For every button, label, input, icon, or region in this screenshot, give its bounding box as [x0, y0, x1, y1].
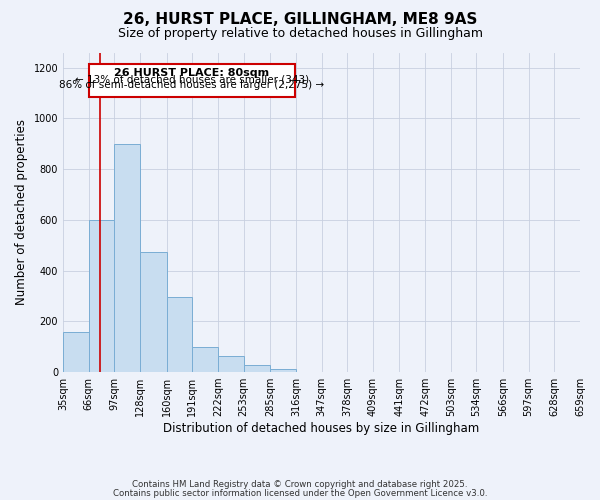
- Text: 86% of semi-detached houses are larger (2,275) →: 86% of semi-detached houses are larger (…: [59, 80, 325, 90]
- Text: Size of property relative to detached houses in Gillingham: Size of property relative to detached ho…: [118, 28, 482, 40]
- Bar: [192, 346, 218, 372]
- Text: Contains HM Land Registry data © Crown copyright and database right 2025.: Contains HM Land Registry data © Crown c…: [132, 480, 468, 489]
- Bar: [244, 365, 270, 372]
- Text: 26, HURST PLACE, GILLINGHAM, ME8 9AS: 26, HURST PLACE, GILLINGHAM, ME8 9AS: [123, 12, 477, 28]
- Text: Contains public sector information licensed under the Open Government Licence v3: Contains public sector information licen…: [113, 489, 487, 498]
- Text: 26 HURST PLACE: 80sqm: 26 HURST PLACE: 80sqm: [115, 68, 269, 78]
- Text: ← 13% of detached houses are smaller (343): ← 13% of detached houses are smaller (34…: [75, 74, 309, 85]
- Bar: [167, 298, 192, 372]
- Bar: [140, 252, 167, 372]
- Bar: [115, 144, 140, 372]
- X-axis label: Distribution of detached houses by size in Gillingham: Distribution of detached houses by size …: [163, 422, 479, 435]
- Bar: [270, 369, 296, 372]
- Bar: [89, 64, 295, 97]
- Bar: [89, 220, 115, 372]
- Bar: [63, 332, 89, 372]
- Y-axis label: Number of detached properties: Number of detached properties: [15, 120, 28, 306]
- Bar: [218, 356, 244, 372]
